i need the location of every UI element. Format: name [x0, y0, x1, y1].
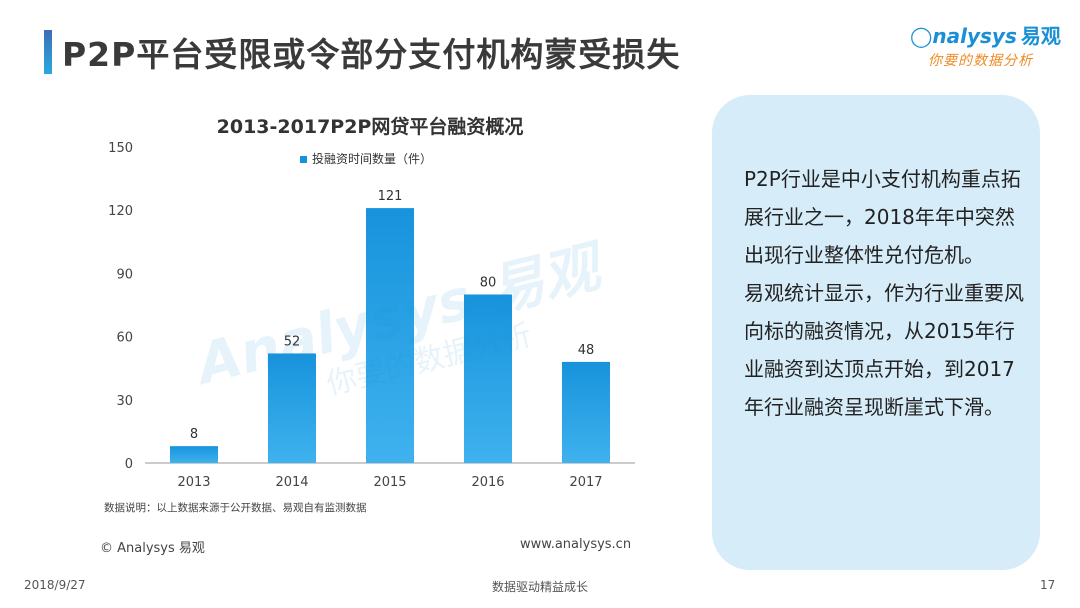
y-tick-label: 60	[116, 331, 133, 346]
x-tick-label: 2015	[373, 475, 406, 490]
y-tick-label: 90	[116, 267, 133, 282]
bar-chart: 0 30 60 90 120 150 8 2013 52 2014 121 2015 80 2016 48 2…	[108, 141, 635, 490]
title-accent-bar	[44, 30, 52, 74]
website-link[interactable]: www.analysys.cn	[520, 537, 632, 552]
data-label: 48	[578, 343, 595, 358]
analysys-logo: ◯nalysys 易观 你要的数据分析	[910, 18, 1061, 74]
x-tick-label: 2014	[275, 475, 308, 490]
logo-tagline: 你要的数据分析	[928, 53, 1033, 69]
summary-text: P2P行业是中小支付机构重点拓展行业之一，2018年年中突然出现行业整体性兑付危…	[744, 160, 1024, 426]
x-tick-label: 2013	[177, 475, 210, 490]
summary-paragraph-2: 易观统计显示，作为行业重要风向标的融资情况，从2015年行业融资到达顶点开始，到…	[744, 281, 1024, 419]
summary-paragraph-1: P2P行业是中小支付机构重点拓展行业之一，2018年年中突然出现行业整体性兑付危…	[744, 167, 1021, 267]
bar	[464, 294, 512, 463]
data-label: 8	[190, 427, 198, 442]
bar	[268, 353, 316, 463]
y-tick-label: 30	[116, 394, 133, 409]
data-label: 52	[284, 334, 301, 349]
y-tick-label: 150	[108, 141, 133, 156]
y-tick-label: 0	[125, 457, 133, 472]
legend-label: 投融资时间数量（件）	[312, 151, 432, 166]
page-title: P2P平台受限或令部分支付机构蒙受损失	[62, 35, 681, 74]
data-label: 80	[480, 275, 497, 290]
x-tick-label: 2017	[569, 475, 602, 490]
y-tick-label: 120	[108, 204, 133, 219]
bar	[562, 361, 610, 463]
logo-text: nalysys	[932, 24, 1017, 48]
x-tick-label: 2016	[471, 475, 504, 490]
chart-title: 2013-2017P2P网贷平台融资概况	[216, 116, 524, 138]
data-label: 121	[378, 189, 403, 204]
footer-date: 2018/9/27	[24, 578, 86, 592]
footer-slogan: 数据驱动精益成长	[491, 580, 588, 594]
summary-box	[712, 95, 1040, 570]
logo-mark-icon: ◯	[910, 24, 933, 48]
page-number: 17	[1040, 578, 1056, 592]
copyright-text: © Analysys 易观	[100, 541, 205, 556]
bar	[170, 446, 218, 463]
legend-swatch	[300, 156, 307, 163]
logo-cn-text: 易观	[1020, 24, 1061, 48]
bar	[366, 208, 414, 463]
chart-data-note: 数据说明：以上数据来源于公开数据、易观自有监测数据	[104, 502, 367, 514]
